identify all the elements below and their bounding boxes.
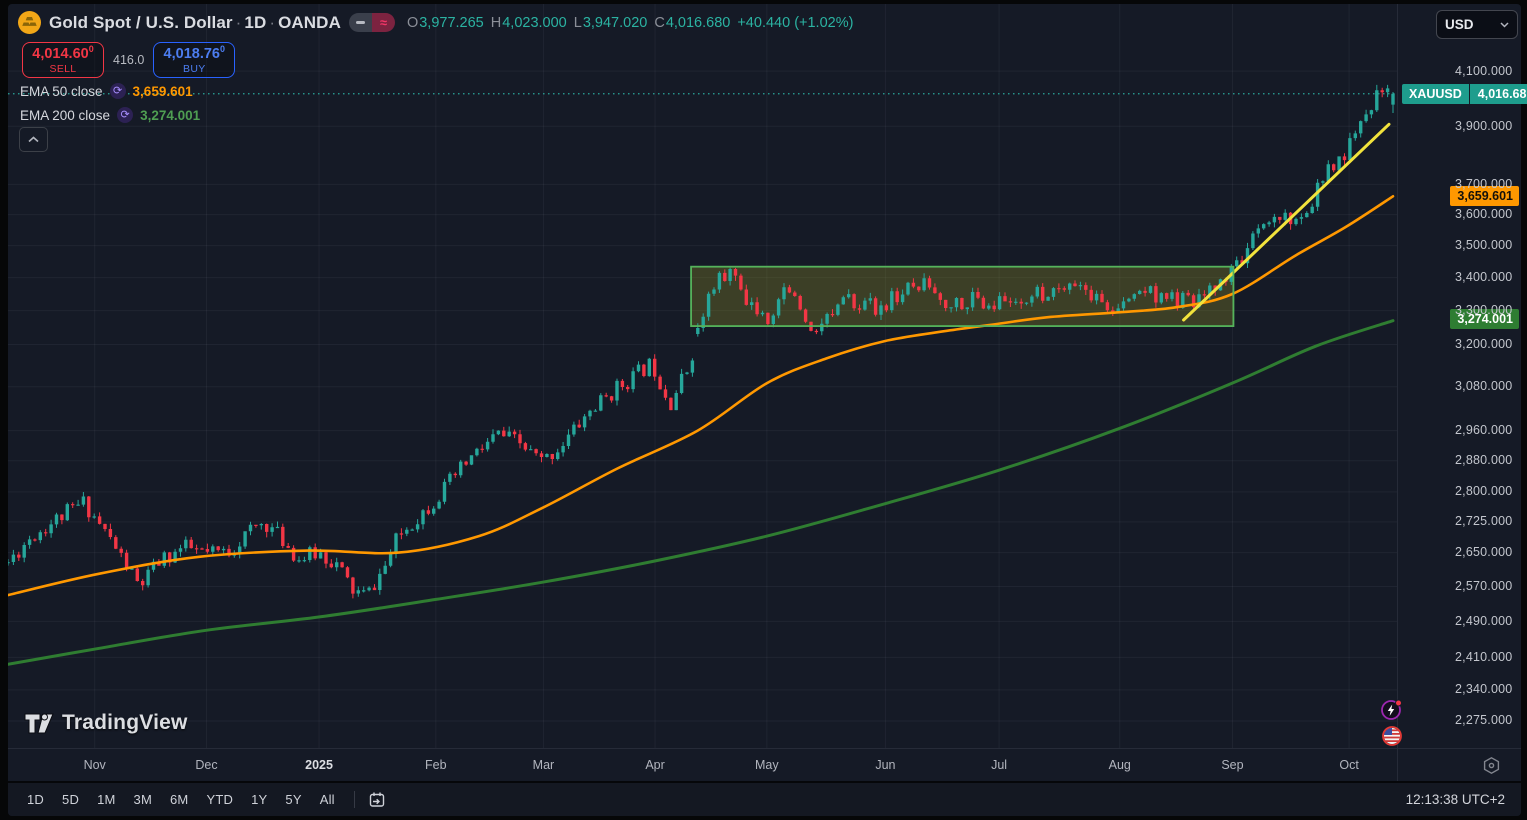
trade-panel: 4,014.600 SELL 416.0 4,018.760 BUY — [22, 42, 236, 78]
range-button-3m[interactable]: 3M — [133, 792, 152, 807]
close-value: 4,016.680 — [665, 14, 731, 31]
price-tick: 3,300.000 — [1455, 303, 1513, 318]
time-tick-nov: Nov — [83, 758, 106, 772]
range-button-1d[interactable]: 1D — [27, 792, 45, 807]
symbol-title[interactable]: Gold Spot / U.S. Dollar · 1D · OANDA — [49, 12, 341, 32]
price-axis[interactable]: USD XAUUSD 4,016.680 3,659.601 3,274.001… — [1398, 4, 1527, 748]
high-value: 4,023.000 — [502, 14, 567, 31]
open-value: 3,977.265 — [419, 14, 484, 31]
sell-button[interactable]: 4,014.600 SELL — [22, 42, 104, 78]
symbol-header: Gold Spot / U.S. Dollar · 1D · OANDA ≈ O3,97… — [18, 11, 853, 34]
header-toggles: ≈ — [348, 13, 395, 32]
range-button-1y[interactable]: 1Y — [251, 792, 268, 807]
range-button-5y[interactable]: 5Y — [285, 792, 302, 807]
price-tick: 2,960.000 — [1455, 423, 1513, 438]
time-tick-aug: Aug — [1108, 758, 1131, 772]
ema50-price-badge: 3,659.601 — [1450, 186, 1519, 207]
minus-toggle-icon[interactable] — [348, 13, 372, 32]
buy-button[interactable]: 4,018.760 BUY — [153, 42, 236, 78]
exchange-label: OANDA — [278, 12, 341, 32]
chart-panel: USD XAUUSD 4,016.680 3,659.601 3,274.001… — [8, 4, 1527, 816]
time-tick-feb: Feb — [425, 758, 447, 772]
gold-bars-glyph — [22, 17, 37, 26]
price-tick: 2,880.000 — [1455, 453, 1513, 468]
price-tick: 3,080.000 — [1455, 379, 1513, 394]
gold-symbol-icon[interactable] — [18, 11, 41, 34]
symbol-name: Gold Spot / U.S. Dollar — [49, 12, 233, 32]
range-button-ytd[interactable]: YTD — [206, 792, 234, 807]
price-tick: 3,600.000 — [1455, 207, 1513, 222]
legend-collapse-button[interactable] — [19, 127, 48, 152]
refresh-icon: ⟳ — [109, 83, 126, 99]
axis-divider — [1397, 4, 1398, 781]
clock[interactable]: 12:13:38 UTC+2 — [1405, 792, 1505, 807]
legend-row-ema200[interactable]: EMA 200 close ⟳ 3,274.001 — [20, 107, 201, 123]
price-tick: 3,400.000 — [1455, 270, 1513, 285]
price-tick: 2,275.000 — [1455, 713, 1513, 728]
chevron-down-icon — [1500, 21, 1509, 28]
time-tick-oct: Oct — [1339, 758, 1359, 772]
event-icons — [1380, 698, 1404, 748]
toolbar-divider — [353, 791, 355, 808]
price-tick: 4,100.000 — [1455, 63, 1513, 78]
price-tick: 2,725.000 — [1455, 514, 1513, 529]
time-tick-dec: Dec — [195, 758, 218, 772]
current-price-badge: XAUUSD 4,016.680 — [1402, 83, 1527, 104]
price-tick: 3,900.000 — [1455, 118, 1513, 133]
last-price-value: 4,016.680 — [1469, 83, 1527, 104]
spread-value: 416.0 — [113, 53, 145, 67]
price-tick: 2,570.000 — [1455, 578, 1513, 593]
range-button-1m[interactable]: 1M — [97, 792, 116, 807]
indicator-legend: EMA 50 close ⟳ 3,659.601 EMA 200 close ⟳… — [20, 82, 200, 130]
refresh-icon: ⟳ — [117, 107, 134, 123]
time-tick-sep: Sep — [1221, 758, 1244, 772]
currency-dropdown[interactable]: USD — [1436, 10, 1518, 39]
change-value: +40.440 (+1.02%) — [737, 14, 854, 31]
time-tick-jul: Jul — [991, 758, 1008, 772]
price-tick: 2,650.000 — [1455, 545, 1513, 560]
go-to-date-button[interactable] — [367, 791, 387, 809]
price-tick: 2,410.000 — [1455, 649, 1513, 664]
ohlc-readout: O3,977.265 H4,023.000 L3,947.020 C4,016.… — [406, 14, 854, 31]
timezone-settings-icon[interactable] — [1482, 756, 1501, 775]
calendar-arrow-icon — [369, 792, 384, 807]
candlestick-chart[interactable] — [8, 4, 1397, 748]
price-tick: 2,800.000 — [1455, 484, 1513, 499]
range-button-6m[interactable]: 6M — [170, 792, 189, 807]
chevron-up-icon — [28, 136, 39, 143]
legend-row-ema50[interactable]: EMA 50 close ⟳ 3,659.601 — [20, 83, 193, 99]
interval-label[interactable]: 1D — [244, 12, 267, 32]
symbol-tag: XAUUSD — [1402, 83, 1469, 104]
wave-toggle-icon[interactable]: ≈ — [371, 13, 395, 32]
price-tick: 2,490.000 — [1455, 613, 1513, 628]
range-buttons: 1D 5D 1M 3M 6M YTD 1Y 5Y All — [18, 787, 344, 812]
low-value: 3,947.020 — [582, 14, 648, 31]
range-button-all[interactable]: All — [319, 792, 335, 807]
time-tick-apr: Apr — [645, 758, 665, 772]
time-tick-mar: Mar — [532, 758, 555, 772]
tradingview-watermark[interactable]: TradingView — [24, 711, 188, 735]
currency-label: USD — [1445, 17, 1474, 32]
us-flag-events-icon[interactable] — [1380, 724, 1404, 748]
tradingview-logo-icon — [24, 713, 54, 733]
bottom-toolbar: 1D 5D 1M 3M 6M YTD 1Y 5Y All 12:13:38 UTC+2 — [8, 781, 1521, 816]
price-tick: 2,340.000 — [1455, 682, 1513, 697]
ema200-price-badge: 3,274.001 — [1450, 309, 1519, 330]
price-tick: 3,700.000 — [1455, 176, 1513, 191]
lightning-events-icon[interactable] — [1380, 698, 1404, 722]
price-tick: 3,200.000 — [1455, 337, 1513, 352]
time-tick-jun: Jun — [875, 758, 896, 772]
time-tick-may: May — [755, 758, 779, 772]
price-tick: 3,500.000 — [1455, 238, 1513, 253]
time-axis[interactable]: Nov Dec 2025 Feb Mar Apr May Jun Jul Aug Sep Oct — [8, 748, 1521, 782]
time-tick-2025: 2025 — [305, 758, 333, 772]
range-button-5d[interactable]: 5D — [62, 792, 80, 807]
